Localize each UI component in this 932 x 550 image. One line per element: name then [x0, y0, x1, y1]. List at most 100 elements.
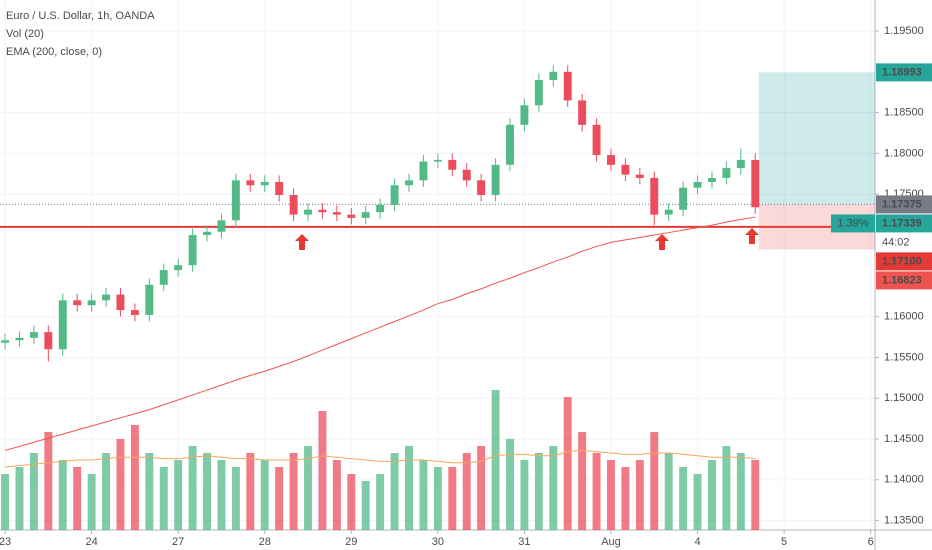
- volume-bar: [304, 446, 312, 530]
- candle-body: [534, 79, 543, 106]
- price-label-bg: [876, 195, 932, 214]
- candle-body: [405, 180, 413, 186]
- volume-bar: [549, 446, 558, 530]
- candle-body: [332, 212, 341, 215]
- x-tick-label: 29: [345, 536, 357, 548]
- volume-bar: [563, 397, 572, 530]
- candle-body: [635, 174, 644, 178]
- candle-body: [621, 164, 630, 175]
- volume-bar: [708, 460, 716, 530]
- volume-bar: [376, 474, 385, 530]
- candle-body: [491, 164, 500, 196]
- price-label: 1.17100: [882, 255, 922, 267]
- candle-body: [188, 235, 197, 266]
- volume-bar: [506, 439, 514, 530]
- candle-body: [419, 161, 428, 181]
- candle-body: [29, 332, 38, 338]
- volume-bar: [491, 390, 500, 530]
- candle-body: [246, 180, 255, 186]
- candle-body: [563, 71, 572, 101]
- y-tick-label: 1.16000: [884, 311, 924, 323]
- position-ratio-bg: [831, 214, 875, 233]
- countdown: 44:02: [882, 236, 910, 248]
- volume-bar: [679, 467, 688, 530]
- candle-body: [592, 124, 601, 156]
- volume-bar: [635, 460, 644, 530]
- volume-bar: [15, 467, 24, 530]
- volume-bar: [477, 446, 486, 530]
- timer-bg: [876, 233, 932, 252]
- candle-body: [217, 220, 226, 232]
- x-tick-label: 30: [432, 536, 444, 548]
- price-label: 1.17339: [882, 217, 922, 229]
- candle-body: [506, 124, 514, 165]
- position-profit: [758, 72, 875, 205]
- volume-bar: [448, 467, 457, 530]
- volume-bar: [621, 467, 630, 530]
- volume-bar: [592, 453, 601, 530]
- candle-body: [102, 294, 111, 301]
- candle-body: [159, 270, 168, 285]
- candle-body: [664, 209, 673, 215]
- x-tick-label: 27: [172, 536, 184, 548]
- volume-bar: [722, 446, 731, 530]
- volume-bar: [1, 474, 10, 530]
- volume-bar: [736, 453, 745, 530]
- volume-bar: [217, 460, 226, 530]
- volume-bar: [116, 439, 125, 530]
- volume-bar: [87, 474, 96, 530]
- candle-body: [145, 284, 154, 315]
- y-tick-label: 1.13500: [884, 515, 924, 527]
- candle-body: [73, 300, 82, 306]
- price-label: 1.18993: [882, 66, 922, 78]
- price-label-bg: [876, 214, 932, 233]
- candle-body: [549, 71, 558, 80]
- volume-bar: [578, 432, 587, 530]
- legend: Euro / U.S. Dollar, 1h, OANDA Vol (20) E…: [6, 10, 155, 58]
- candle-body: [679, 187, 688, 210]
- candle-body: [15, 337, 24, 341]
- y-tick-label: 1.18000: [884, 147, 924, 159]
- arrow-annotation: [295, 234, 309, 250]
- volume-bar: [73, 467, 82, 530]
- price-label-bg: [876, 63, 932, 82]
- price-label: 1.17375: [882, 198, 922, 210]
- volume-bar: [289, 453, 298, 530]
- candle-body: [275, 181, 284, 196]
- volume-bar: [419, 460, 428, 530]
- y-tick-label: 1.15000: [884, 392, 924, 404]
- volume-bar: [58, 460, 67, 530]
- price-label-bg: [876, 271, 932, 290]
- y-tick-label: 1.14500: [884, 433, 924, 445]
- arrow-annotation: [655, 234, 669, 250]
- y-tick-label: 1.18500: [884, 107, 924, 119]
- candle-body: [174, 265, 183, 271]
- candle-body: [87, 300, 96, 306]
- candle-body: [231, 180, 240, 221]
- volume-bar: [607, 460, 615, 530]
- symbol-title: Euro / U.S. Dollar, 1h, OANDA: [6, 10, 155, 22]
- volume-bar: [693, 474, 702, 530]
- volume-ma: [5, 449, 756, 468]
- volume-bar: [462, 453, 471, 530]
- volume-bar: [246, 453, 255, 530]
- volume-bar: [664, 453, 673, 530]
- x-tick-label: 24: [85, 536, 97, 548]
- volume-bar: [260, 460, 269, 530]
- candle-body: [58, 300, 67, 350]
- candle-body: [448, 159, 457, 170]
- volume-bar: [534, 453, 543, 530]
- ema-line: [4, 216, 756, 451]
- candle-body: [390, 185, 399, 205]
- volume-bar: [29, 453, 38, 530]
- candle-body: [116, 294, 125, 311]
- volume-bar: [751, 460, 760, 530]
- position-ratio: 1.39%: [837, 217, 868, 229]
- candle-body: [578, 100, 587, 125]
- candle-body: [376, 204, 385, 213]
- candle-body: [44, 332, 53, 350]
- candle-body: [722, 168, 731, 178]
- volume-bar: [275, 467, 284, 530]
- candle-body: [260, 181, 269, 186]
- volume-bar: [188, 446, 197, 530]
